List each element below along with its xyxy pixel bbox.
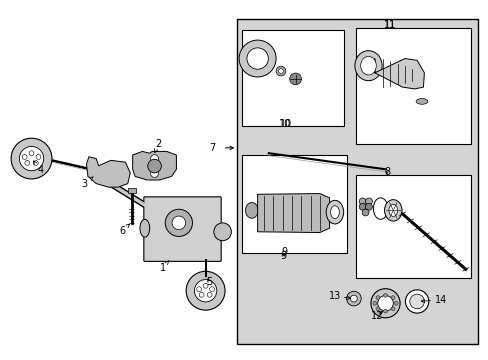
Circle shape (409, 294, 424, 309)
Circle shape (362, 209, 368, 216)
Bar (127, 188, 135, 193)
Circle shape (377, 296, 392, 311)
Circle shape (20, 147, 43, 171)
Circle shape (276, 66, 285, 76)
Bar (356, 175, 469, 278)
Ellipse shape (372, 198, 387, 219)
Ellipse shape (360, 57, 375, 75)
Circle shape (209, 287, 214, 292)
Circle shape (186, 271, 224, 310)
Text: 12: 12 (370, 311, 382, 321)
Circle shape (375, 296, 379, 300)
Circle shape (199, 292, 203, 297)
Bar (356, 28, 469, 144)
Circle shape (239, 40, 276, 77)
Circle shape (172, 216, 185, 230)
Text: 10: 10 (278, 119, 290, 129)
Circle shape (278, 69, 283, 73)
Text: 2: 2 (154, 139, 161, 152)
Text: 9: 9 (280, 251, 286, 261)
Text: 6: 6 (119, 224, 130, 236)
Circle shape (375, 307, 379, 311)
Polygon shape (86, 157, 130, 187)
Text: 14: 14 (434, 295, 447, 305)
Circle shape (11, 138, 52, 179)
Circle shape (390, 307, 394, 311)
Circle shape (365, 198, 372, 205)
Text: 8: 8 (383, 167, 389, 177)
Text: 9: 9 (281, 247, 287, 257)
Text: 4: 4 (34, 161, 43, 175)
Circle shape (22, 154, 27, 159)
Ellipse shape (330, 206, 339, 219)
Circle shape (359, 203, 366, 210)
Ellipse shape (415, 99, 427, 104)
Text: 11: 11 (384, 19, 396, 30)
Circle shape (405, 290, 428, 313)
Circle shape (390, 296, 394, 300)
Polygon shape (257, 194, 329, 233)
Text: 3: 3 (81, 177, 93, 189)
Circle shape (29, 151, 34, 156)
Circle shape (383, 293, 386, 297)
Circle shape (194, 280, 216, 302)
Circle shape (25, 161, 30, 165)
Circle shape (33, 161, 38, 165)
Circle shape (370, 289, 399, 318)
Text: 10: 10 (279, 118, 291, 129)
Circle shape (147, 159, 161, 173)
Text: 13: 13 (328, 292, 340, 301)
Bar (242, 155, 346, 253)
Ellipse shape (354, 51, 381, 81)
Polygon shape (132, 152, 176, 180)
Circle shape (350, 295, 357, 302)
Circle shape (165, 209, 192, 237)
Text: 5: 5 (206, 277, 212, 287)
Circle shape (150, 170, 158, 177)
Circle shape (359, 198, 366, 205)
Ellipse shape (384, 200, 401, 221)
Text: 1: 1 (160, 261, 168, 273)
Circle shape (289, 73, 301, 85)
Ellipse shape (213, 223, 231, 241)
Circle shape (365, 203, 372, 210)
Polygon shape (374, 59, 424, 89)
Circle shape (383, 309, 386, 313)
FancyBboxPatch shape (143, 197, 221, 261)
Circle shape (246, 48, 268, 69)
Bar (242, 30, 344, 126)
Circle shape (150, 155, 158, 162)
Ellipse shape (325, 201, 343, 224)
Ellipse shape (245, 203, 258, 218)
Text: 11: 11 (384, 20, 396, 30)
Circle shape (36, 154, 41, 159)
Text: 7: 7 (209, 143, 215, 153)
Ellipse shape (388, 204, 397, 216)
Ellipse shape (140, 219, 149, 237)
Circle shape (196, 287, 201, 292)
Circle shape (203, 283, 207, 288)
Circle shape (346, 291, 361, 306)
Circle shape (372, 301, 376, 305)
Circle shape (393, 301, 397, 305)
Bar (237, 19, 477, 344)
Circle shape (207, 292, 212, 297)
